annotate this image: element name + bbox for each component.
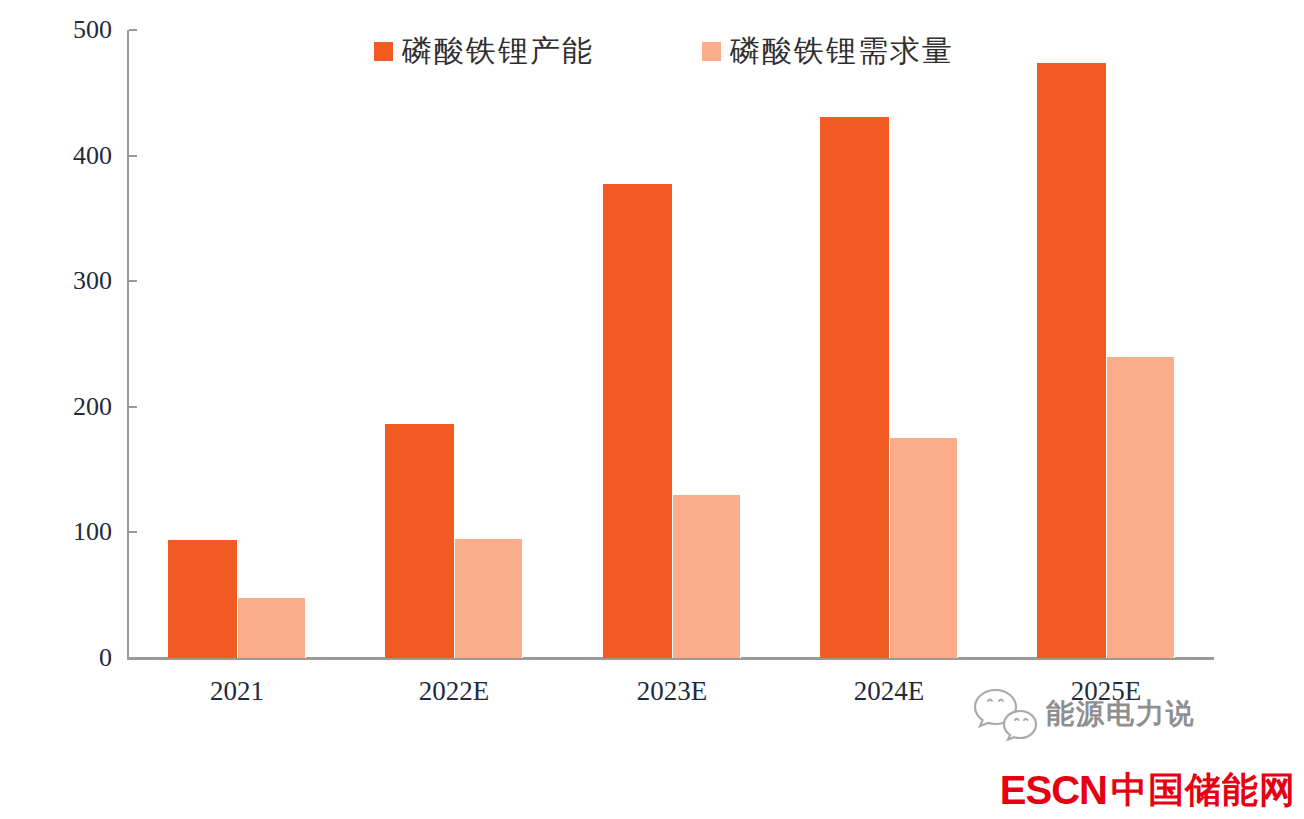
bar-capacity-2025E (1037, 63, 1106, 658)
escn-logo: ESCN 中国储能网 (1000, 770, 1296, 810)
watermark: 能源电力说 (972, 684, 1196, 744)
wechat-icon (972, 684, 1040, 744)
y-axis-tick-300 (129, 280, 137, 282)
bar-demand-2024E (889, 438, 958, 658)
y-axis-tick-400 (129, 155, 137, 157)
escn-logo-chinese: 中国储能网 (1111, 770, 1296, 810)
bar-demand-2023E (672, 495, 741, 658)
bar-capacity-2024E (820, 117, 889, 658)
x-tick-label-2022E: 2022E (364, 676, 544, 707)
bar-capacity-2021 (168, 540, 237, 658)
y-tick-label-300: 300 (40, 268, 112, 294)
y-axis-tick-200 (129, 406, 137, 408)
bar-capacity-2022E (385, 424, 454, 658)
y-tick-label-400: 400 (40, 143, 112, 169)
y-axis-tick-500 (129, 29, 137, 31)
chart-canvas: 磷酸铁锂产能 磷酸铁锂需求量 010020030040050020212022E… (0, 0, 1304, 819)
bar-capacity-2023E (603, 184, 672, 658)
x-tick-label-2023E: 2023E (582, 676, 762, 707)
y-axis-tick-100 (129, 531, 137, 533)
y-tick-label-0: 0 (40, 645, 112, 671)
bar-demand-2022E (454, 539, 523, 658)
watermark-text: 能源电力说 (1046, 695, 1196, 733)
x-tick-label-2024E: 2024E (799, 676, 979, 707)
y-tick-label-200: 200 (40, 394, 112, 420)
escn-logo-latin: ESCN (1000, 770, 1107, 810)
y-tick-label-100: 100 (40, 519, 112, 545)
bar-demand-2021 (237, 598, 306, 658)
y-tick-label-500: 500 (40, 17, 112, 43)
bar-demand-2025E (1106, 357, 1175, 658)
x-tick-label-2021: 2021 (147, 676, 327, 707)
y-axis-line (127, 30, 129, 659)
